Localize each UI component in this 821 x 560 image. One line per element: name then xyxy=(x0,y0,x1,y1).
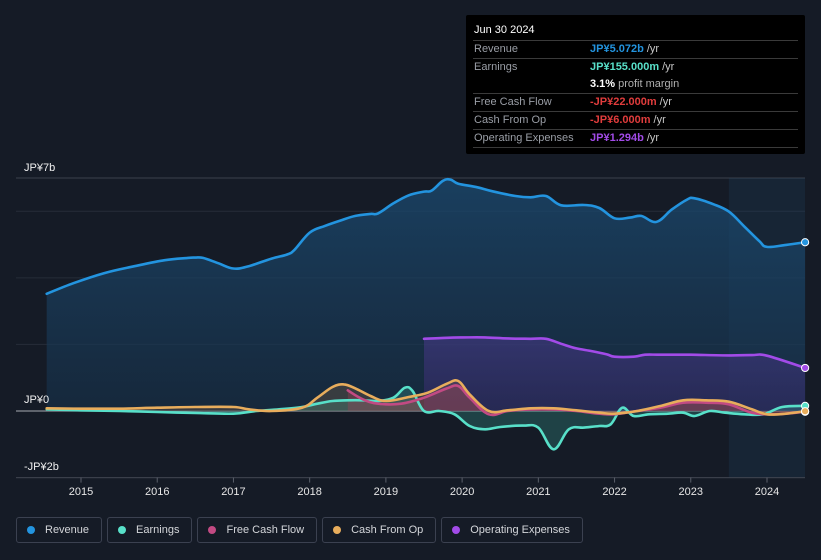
tooltip-row-profit-margin: 3.1% profit margin xyxy=(473,76,798,94)
tooltip-value: -JP¥6.000m xyxy=(590,114,651,126)
profit-margin-value: 3.1% xyxy=(590,78,616,90)
y-tick-label-bottom: -JP¥2b xyxy=(24,461,59,473)
earnings-line xyxy=(45,385,807,451)
tooltip-date: Jun 30 2024 xyxy=(473,21,798,41)
free-cash-flow-area xyxy=(347,385,806,415)
legend-item-operating-expenses[interactable]: Operating Expenses xyxy=(441,517,583,543)
tooltip-panel: Jun 30 2024 Revenue JP¥5.072b/yr Earning… xyxy=(466,15,805,154)
legend-label: Revenue xyxy=(45,524,90,536)
cash-from-op-line xyxy=(45,379,807,416)
cash-from-op-dot-icon xyxy=(333,526,342,534)
series-endpoints xyxy=(801,238,810,416)
x-tick-label: 2024 xyxy=(755,486,779,498)
legend-item-earnings[interactable]: Earnings xyxy=(107,517,193,543)
tooltip-label: Earnings xyxy=(474,61,518,73)
tooltip-row-earnings: Earnings JP¥155.000m/yr xyxy=(473,59,798,76)
legend-item-revenue[interactable]: Revenue xyxy=(16,517,103,543)
y-axis: JP¥7b JP¥0 -JP¥2b xyxy=(24,162,59,473)
x-tick-label: 2021 xyxy=(526,486,550,498)
legend-item-cash-from-op[interactable]: Cash From Op xyxy=(322,517,437,543)
tooltip-value: JP¥5.072b xyxy=(590,43,644,55)
legend-label: Earnings xyxy=(136,524,180,536)
legend-label: Cash From Op xyxy=(351,524,424,536)
tooltip-label: Cash From Op xyxy=(474,114,547,126)
x-tick-label: 2018 xyxy=(297,486,321,498)
x-tick-label: 2017 xyxy=(221,486,245,498)
operating-expenses-endpoint xyxy=(801,363,810,373)
x-tick-label: 2015 xyxy=(69,486,93,498)
tooltip-value: JP¥1.294b xyxy=(590,132,644,144)
operating-expenses-dot-icon xyxy=(452,526,461,534)
x-tick-label: 2023 xyxy=(679,486,703,498)
tooltip-label: Free Cash Flow xyxy=(474,96,552,108)
x-axis: 2015 2016 2017 2018 2019 2020 2021 2022 2023 2024 xyxy=(16,477,805,498)
tooltip-row-free-cash-flow: Free Cash Flow -JP¥22.000m/yr xyxy=(473,94,798,112)
free-cash-flow-dot-icon xyxy=(208,526,217,534)
tooltip-row-operating-expenses: Operating Expenses JP¥1.294b/yr xyxy=(473,130,798,148)
revenue-area xyxy=(46,179,806,411)
tooltip-unit: /yr xyxy=(662,61,675,73)
legend-item-free-cash-flow[interactable]: Free Cash Flow xyxy=(197,517,318,543)
tooltip-unit: /yr xyxy=(659,96,672,108)
tooltip-unit: /yr xyxy=(646,43,660,55)
tooltip-label xyxy=(473,76,590,93)
tooltip-row-cash-from-op: Cash From Op -JP¥6.000m/yr xyxy=(473,112,798,130)
profit-margin-text: profit margin xyxy=(618,78,680,90)
series-lines xyxy=(45,177,807,451)
tooltip-value: JP¥155.000m xyxy=(590,61,660,73)
y-tick-label-zero: JP¥0 xyxy=(24,394,49,406)
legend-label: Operating Expenses xyxy=(470,524,570,536)
revenue-endpoint xyxy=(801,238,810,247)
revenue-dot-icon xyxy=(27,526,35,534)
tooltip-unit: /yr xyxy=(646,132,660,144)
operating-expenses-line xyxy=(422,336,807,370)
tooltip-value: -JP¥22.000m xyxy=(590,96,657,108)
revenue-line xyxy=(45,177,807,296)
chart-legend: Revenue Earnings Free Cash Flow Cash Fro… xyxy=(16,517,583,543)
x-tick-label: 2016 xyxy=(145,486,169,498)
tooltip-unit: /yr xyxy=(653,114,666,126)
earnings-dot-icon xyxy=(118,526,127,534)
y-tick-label-top: JP¥7b xyxy=(24,162,55,174)
tooltip-row-revenue: Revenue JP¥5.072b/yr xyxy=(473,41,798,59)
legend-label: Free Cash Flow xyxy=(226,524,305,536)
x-tick-label: 2022 xyxy=(602,486,626,498)
tooltip-label: Revenue xyxy=(474,43,519,55)
cash-from-op-endpoint xyxy=(801,407,810,416)
x-tick-label: 2019 xyxy=(374,486,398,498)
tooltip-label: Operating Expenses xyxy=(474,132,574,144)
x-tick-label: 2020 xyxy=(450,486,474,498)
